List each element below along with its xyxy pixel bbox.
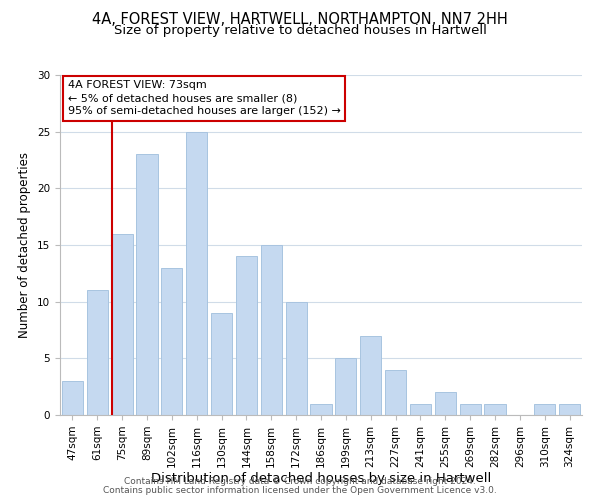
Bar [286,302,307,415]
Bar [161,268,182,415]
Text: Contains HM Land Registry data © Crown copyright and database right 2024.: Contains HM Land Registry data © Crown c… [124,477,476,486]
Text: Contains public sector information licensed under the Open Government Licence v3: Contains public sector information licen… [103,486,497,495]
Bar [236,256,257,415]
X-axis label: Distribution of detached houses by size in Hartwell: Distribution of detached houses by size … [151,472,491,486]
Bar [559,404,580,415]
Text: 4A FOREST VIEW: 73sqm
← 5% of detached houses are smaller (8)
95% of semi-detach: 4A FOREST VIEW: 73sqm ← 5% of detached h… [68,80,341,116]
Bar [136,154,158,415]
Text: Size of property relative to detached houses in Hartwell: Size of property relative to detached ho… [113,24,487,37]
Bar [62,381,83,415]
Bar [87,290,108,415]
Bar [211,313,232,415]
Y-axis label: Number of detached properties: Number of detached properties [19,152,31,338]
Bar [385,370,406,415]
Bar [112,234,133,415]
Bar [310,404,332,415]
Bar [360,336,381,415]
Bar [435,392,456,415]
Bar [261,245,282,415]
Bar [534,404,555,415]
Bar [460,404,481,415]
Bar [186,132,207,415]
Bar [410,404,431,415]
Bar [484,404,506,415]
Text: 4A, FOREST VIEW, HARTWELL, NORTHAMPTON, NN7 2HH: 4A, FOREST VIEW, HARTWELL, NORTHAMPTON, … [92,12,508,28]
Bar [335,358,356,415]
